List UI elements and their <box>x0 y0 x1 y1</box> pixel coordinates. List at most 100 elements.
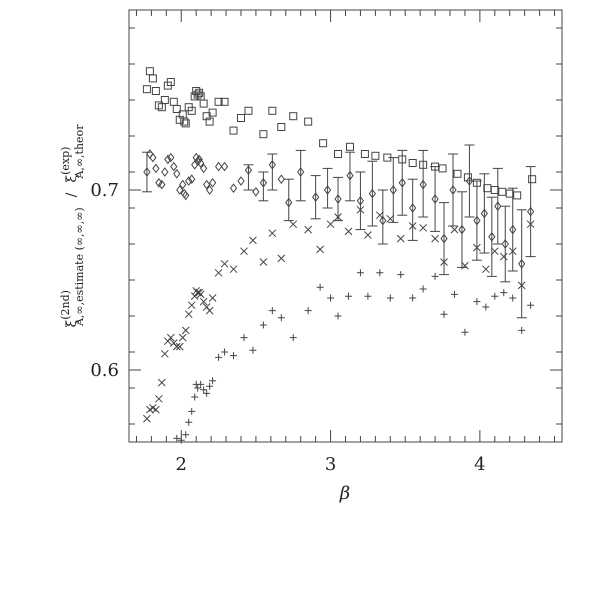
y-title-slash: / <box>64 192 80 197</box>
plus-point <box>194 384 202 392</box>
plus-point <box>500 289 508 297</box>
cross-point <box>184 310 193 319</box>
cross-point <box>375 211 384 220</box>
square-point <box>166 78 175 86</box>
plus-point <box>440 310 448 318</box>
diamond-point <box>527 206 535 217</box>
y-title-num-sub: A,∞,estimate (∞,∞,∞) <box>73 207 86 327</box>
plus-point <box>185 418 193 426</box>
square-point <box>187 106 196 115</box>
cross-point <box>356 205 365 214</box>
square-point <box>438 164 447 173</box>
diamond-point <box>252 186 260 197</box>
square-point <box>172 105 181 113</box>
square-point <box>498 187 507 196</box>
cross-point <box>440 258 448 266</box>
square-point <box>528 175 537 184</box>
plus-point <box>431 272 439 280</box>
square-point <box>472 178 481 187</box>
square-point <box>151 87 160 95</box>
plus-point <box>376 269 384 277</box>
cross-point <box>461 261 469 270</box>
diamond-point <box>356 195 365 206</box>
square-point <box>259 130 268 139</box>
diamond-point <box>323 185 332 195</box>
square-point <box>145 67 154 76</box>
square-point <box>289 112 298 121</box>
diamond-point <box>161 167 169 177</box>
diamond-point <box>268 159 276 170</box>
cross-point <box>259 258 268 266</box>
diamond-point <box>409 203 417 213</box>
cross-point <box>364 231 372 239</box>
square-point <box>453 169 462 178</box>
diamond-point <box>465 176 474 186</box>
plus-point <box>364 292 372 300</box>
square-point <box>419 160 428 169</box>
diamond-point <box>237 176 245 186</box>
square-point <box>180 117 189 126</box>
y-title-num-sup: (2nd) <box>59 290 72 320</box>
diamond-point <box>179 179 187 190</box>
cross-point <box>490 247 499 256</box>
cross-point <box>526 220 535 229</box>
diamond-point <box>389 185 397 195</box>
diamond-point <box>188 174 196 185</box>
square-point <box>160 96 169 104</box>
cross-point <box>499 252 508 261</box>
diamond-point <box>297 167 305 177</box>
plus-point <box>334 312 342 320</box>
plus-point <box>344 292 352 300</box>
square-point <box>277 123 286 131</box>
x-axis-title: β <box>339 483 350 504</box>
square-point <box>205 117 214 126</box>
diamond-point <box>494 201 502 212</box>
plus-point <box>277 314 285 322</box>
diamond-point <box>149 152 157 163</box>
square-point <box>334 150 343 158</box>
cross-point <box>172 342 181 351</box>
square-point <box>181 119 190 128</box>
plus-point <box>289 334 297 342</box>
cross-point <box>334 213 342 221</box>
cross-point <box>196 290 205 299</box>
plus-point <box>518 326 526 334</box>
error-bars <box>141 144 536 319</box>
square-point <box>319 139 328 148</box>
cross-point <box>408 222 417 230</box>
y-axis-title: ξ(2nd)A,∞,estimate (∞,∞,∞)/ξ(exp)A,∞,the… <box>59 124 86 328</box>
square-point <box>157 103 166 112</box>
square-point <box>220 97 229 106</box>
plus-point <box>386 294 394 302</box>
diamond-point <box>214 161 223 172</box>
square-point <box>142 85 151 94</box>
plus-point <box>230 352 238 360</box>
square-point <box>490 186 499 194</box>
plus-point <box>409 294 417 302</box>
square-point <box>513 191 522 200</box>
cross-point <box>277 254 286 263</box>
cross-point <box>175 342 184 351</box>
diamond-point <box>203 179 211 190</box>
square-point <box>408 159 417 167</box>
x-tick-label: 2 <box>176 454 187 475</box>
cross-point <box>208 294 217 302</box>
plus-point <box>509 294 517 302</box>
cross-point <box>396 234 405 243</box>
plus-point <box>221 348 229 356</box>
plus-point <box>419 285 427 293</box>
diamond-point <box>488 231 496 242</box>
cross-point <box>508 247 517 256</box>
plus-point <box>259 321 267 329</box>
diamond-point <box>473 215 481 226</box>
cross-point <box>481 265 490 274</box>
plus-point <box>209 377 217 385</box>
cross-point <box>344 227 353 236</box>
cross-point <box>143 414 151 423</box>
y-title-den-symbol: ξ <box>64 175 80 183</box>
diamond-point <box>185 176 193 186</box>
cross-point <box>431 234 439 243</box>
axis-ticks <box>129 10 562 442</box>
plus-point <box>206 382 214 390</box>
